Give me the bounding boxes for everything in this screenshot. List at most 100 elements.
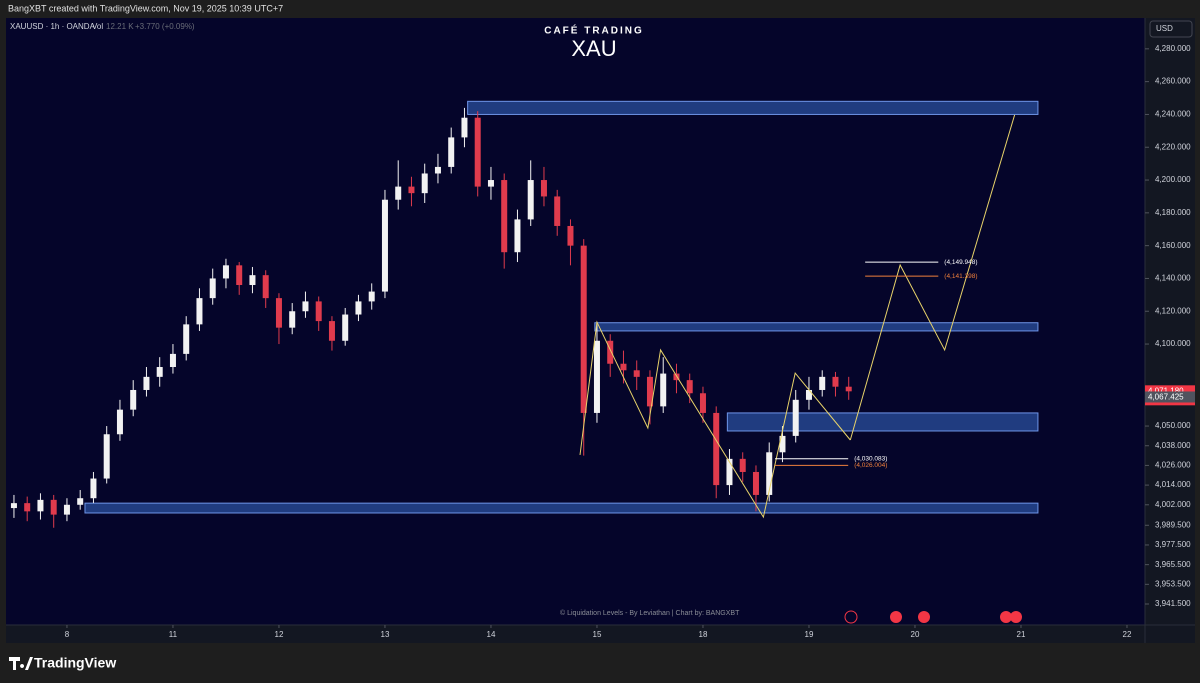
- y-tick-label: 4,240.000: [1155, 110, 1191, 119]
- candle: [183, 316, 190, 361]
- candle-body: [289, 311, 296, 328]
- event-icon[interactable]: [844, 610, 858, 624]
- candle-body: [368, 291, 375, 302]
- y-tick-label: 4,026.000: [1155, 461, 1191, 470]
- candle-body: [77, 498, 84, 505]
- event-icon[interactable]: [1010, 611, 1022, 623]
- event-icon[interactable]: [1000, 611, 1012, 623]
- event-icon[interactable]: [890, 611, 902, 623]
- candle: [540, 166, 547, 207]
- x-tick-label: 20: [911, 630, 920, 639]
- candle: [209, 268, 216, 305]
- price-mark-label: 4,071.180: [1148, 386, 1184, 395]
- candle: [792, 389, 799, 443]
- candle: [395, 160, 402, 210]
- currency-box[interactable]: [1149, 20, 1193, 38]
- brand: CAFÉ TRADING: [544, 24, 644, 37]
- event-icon[interactable]: [918, 611, 930, 623]
- level-label: (4,026.004): [854, 462, 887, 469]
- x-tick-label: 11: [169, 630, 178, 639]
- x-tick-label: 8: [65, 630, 70, 639]
- candle: [315, 296, 322, 331]
- candle: [461, 107, 468, 148]
- zone: [726, 412, 1039, 432]
- y-tick-label: 3,953.500: [1155, 579, 1191, 588]
- candle: [845, 376, 852, 400]
- candle-body: [156, 367, 163, 377]
- candle-body: [275, 298, 282, 328]
- candle: [143, 367, 150, 397]
- zone: [594, 322, 1039, 332]
- candle-body: [143, 376, 150, 390]
- y-tick-label: 4,260.000: [1155, 77, 1191, 86]
- candle-body: [196, 298, 203, 325]
- plot-area: [6, 18, 1145, 625]
- candle: [805, 376, 812, 410]
- candle-body: [408, 186, 415, 194]
- candle-body: [792, 399, 799, 436]
- x-tick-label: 19: [805, 630, 814, 639]
- candle-body: [448, 137, 455, 167]
- candle-body: [580, 245, 587, 413]
- price-mark: [1145, 391, 1195, 403]
- candle-body: [527, 180, 534, 220]
- candle: [302, 291, 309, 318]
- candle-body: [501, 180, 508, 253]
- candle-body: [779, 435, 786, 453]
- candle-body: [63, 504, 70, 515]
- y-tick-label: 4,014.000: [1155, 480, 1191, 489]
- y-tick-label: 4,100.000: [1155, 339, 1191, 348]
- logo-mark: [9, 657, 33, 670]
- candle-body: [739, 458, 746, 472]
- candle: [328, 316, 335, 351]
- vol-label: Vol: [92, 22, 103, 31]
- candle: [37, 493, 44, 520]
- candle: [342, 307, 349, 346]
- candle-body: [355, 301, 362, 315]
- y-tick-label: 3,977.500: [1155, 540, 1191, 549]
- x-tick-label: 15: [593, 630, 602, 639]
- candle-body: [116, 409, 123, 435]
- candle: [501, 173, 508, 269]
- candle-body: [819, 376, 826, 390]
- y-tick-label: 4,002.000: [1155, 500, 1191, 509]
- candle: [421, 163, 428, 204]
- candle: [90, 471, 97, 504]
- y-tick-label: 3,941.500: [1155, 599, 1191, 608]
- zone: [467, 100, 1039, 115]
- y-tick-label: 4,120.000: [1155, 306, 1191, 315]
- candle-body: [183, 324, 190, 354]
- y-tick-label: 4,180.000: [1155, 208, 1191, 217]
- candle-body: [90, 478, 97, 499]
- candle-body: [302, 301, 309, 312]
- y-tick-label: 4,200.000: [1155, 175, 1191, 184]
- candle: [249, 266, 256, 294]
- y-tick-label: 3,989.500: [1155, 520, 1191, 529]
- price-mark-label: 4,067.425: [1148, 393, 1184, 402]
- candle: [10, 494, 17, 518]
- logo-text: TradingView: [34, 655, 116, 671]
- candle: [580, 239, 587, 456]
- candle: [381, 189, 388, 299]
- candle: [819, 370, 826, 397]
- y-tick-label: 4,220.000: [1155, 142, 1191, 151]
- candle: [593, 324, 600, 423]
- candle-body: [342, 314, 349, 341]
- candle-body: [593, 340, 600, 413]
- candle-body: [752, 471, 759, 495]
- candle: [474, 111, 481, 197]
- candle-body: [461, 117, 468, 138]
- candle-body: [845, 386, 852, 392]
- candle-body: [249, 275, 256, 286]
- candle-body: [10, 503, 17, 509]
- y-tick-label: 4,140.000: [1155, 274, 1191, 283]
- level-label: (4,030.083): [854, 455, 887, 462]
- credit: BangXBT created with TradingView.com, No…: [8, 3, 283, 13]
- candle: [289, 303, 296, 335]
- candle-body: [421, 173, 428, 194]
- pattern-line: [849, 114, 1016, 441]
- x-tick-label: 18: [699, 630, 708, 639]
- candle-body: [686, 380, 693, 394]
- candle: [726, 449, 733, 495]
